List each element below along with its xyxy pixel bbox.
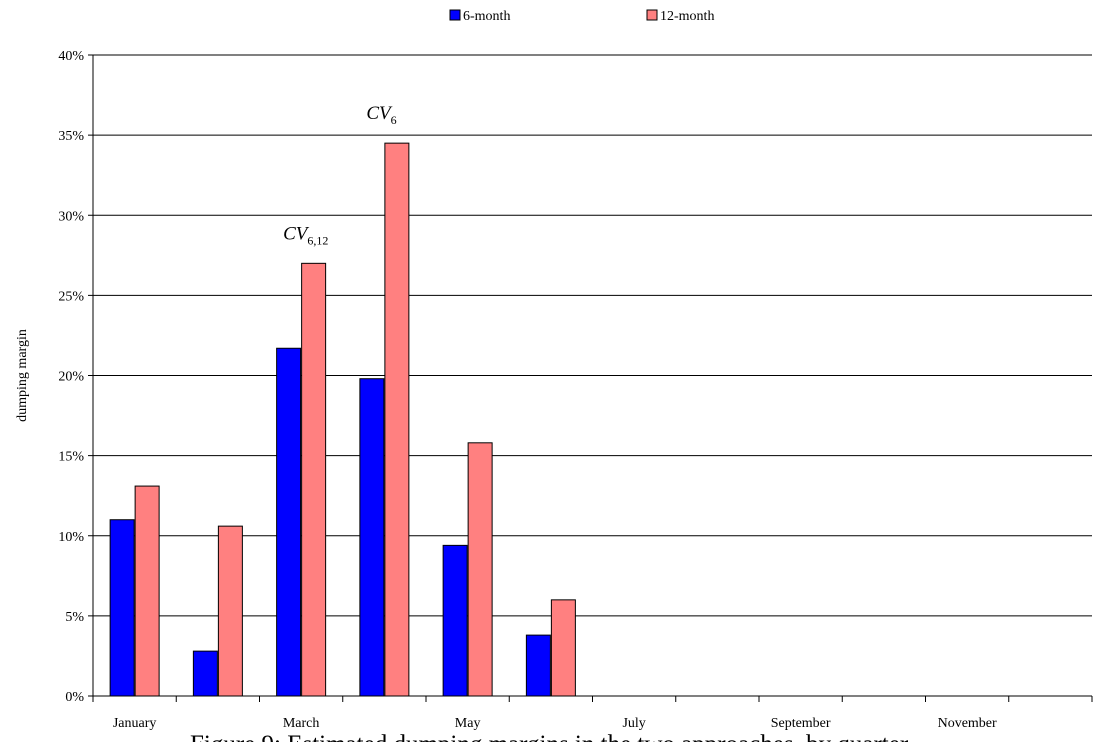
annotations: CV6,12 CV6 bbox=[283, 103, 397, 247]
legend-label: 12-month bbox=[660, 9, 714, 24]
bar-6-month-2 bbox=[276, 347, 302, 697]
x-tick-label: November bbox=[938, 716, 997, 731]
bar-12-month-4 bbox=[467, 442, 493, 697]
bar-12-month-2 bbox=[301, 262, 327, 697]
x-tick-label: March bbox=[283, 716, 320, 731]
y-tick-label: 0% bbox=[65, 690, 84, 705]
bar-6-month-4 bbox=[442, 544, 468, 697]
x-tick-label: January bbox=[113, 716, 157, 731]
legend-swatch bbox=[646, 9, 658, 21]
x-tick-label: September bbox=[771, 716, 831, 731]
bar-12-month-3 bbox=[384, 142, 410, 697]
y-tick-label: 20% bbox=[58, 370, 84, 385]
legend-swatch bbox=[449, 9, 461, 21]
y-tick-label: 15% bbox=[58, 450, 84, 465]
bar-12-month-1 bbox=[217, 525, 243, 697]
gridlines bbox=[93, 54, 1092, 617]
bar-6-month-5 bbox=[525, 634, 551, 697]
y-tick-labels: 0% 5% 10% 15% 20% 25% 30% 35% 40% bbox=[58, 49, 93, 705]
y-tick-label: 40% bbox=[58, 49, 84, 64]
bar-6-month-0 bbox=[109, 519, 135, 697]
legend-label: 6-month bbox=[463, 9, 510, 24]
y-tick-label: 25% bbox=[58, 289, 84, 304]
x-tick-labels: January March May July September November bbox=[92, 696, 1093, 731]
annotation-label: CV6 bbox=[366, 103, 396, 127]
x-tick-label: July bbox=[622, 716, 645, 731]
y-tick-label: 5% bbox=[65, 610, 84, 625]
bars bbox=[109, 142, 576, 697]
x-tick-label: May bbox=[455, 716, 481, 731]
bar-6-month-3 bbox=[359, 378, 385, 697]
y-axis-label: dumping margin bbox=[15, 329, 30, 422]
bar-6-month-1 bbox=[192, 650, 218, 697]
y-tick-label: 10% bbox=[58, 530, 84, 545]
y-tick-label: 35% bbox=[58, 129, 84, 144]
legend: 6-month 12-month bbox=[449, 9, 714, 24]
figure-caption: Figure 9: Estimated dumping margins in t… bbox=[190, 731, 909, 742]
bar-12-month-5 bbox=[550, 599, 576, 697]
bar-12-month-0 bbox=[134, 485, 160, 697]
annotation-label: CV6,12 bbox=[283, 223, 328, 247]
y-tick-label: 30% bbox=[58, 209, 84, 224]
